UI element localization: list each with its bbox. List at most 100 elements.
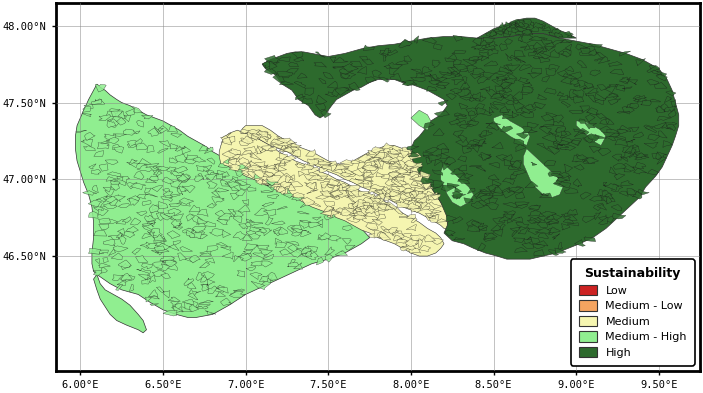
Polygon shape xyxy=(116,285,123,290)
Polygon shape xyxy=(614,174,625,180)
Polygon shape xyxy=(519,65,531,70)
Polygon shape xyxy=(168,208,181,217)
Polygon shape xyxy=(458,175,470,181)
Polygon shape xyxy=(173,307,183,313)
Polygon shape xyxy=(219,130,444,256)
Polygon shape xyxy=(384,159,391,164)
Polygon shape xyxy=(96,196,108,202)
Polygon shape xyxy=(323,210,335,216)
Polygon shape xyxy=(410,235,425,241)
Polygon shape xyxy=(257,147,266,154)
Polygon shape xyxy=(171,219,181,227)
Polygon shape xyxy=(605,94,619,99)
Polygon shape xyxy=(485,202,498,210)
Polygon shape xyxy=(596,114,607,119)
Polygon shape xyxy=(378,231,388,238)
Polygon shape xyxy=(218,163,229,168)
Polygon shape xyxy=(491,79,503,85)
Polygon shape xyxy=(238,205,250,212)
Polygon shape xyxy=(388,172,401,178)
Polygon shape xyxy=(434,111,449,117)
Polygon shape xyxy=(363,193,375,199)
Polygon shape xyxy=(243,220,252,227)
Polygon shape xyxy=(447,183,459,189)
Polygon shape xyxy=(569,79,579,86)
Polygon shape xyxy=(318,235,327,240)
Polygon shape xyxy=(154,126,162,133)
Polygon shape xyxy=(629,151,637,158)
Polygon shape xyxy=(156,167,169,171)
Polygon shape xyxy=(423,67,432,73)
Polygon shape xyxy=(216,242,228,246)
Polygon shape xyxy=(76,130,86,132)
Polygon shape xyxy=(233,216,242,222)
Polygon shape xyxy=(468,120,479,125)
Polygon shape xyxy=(381,189,387,196)
Polygon shape xyxy=(246,266,256,271)
Polygon shape xyxy=(234,255,240,262)
Polygon shape xyxy=(404,55,412,61)
Polygon shape xyxy=(177,186,189,192)
Polygon shape xyxy=(664,96,672,103)
Polygon shape xyxy=(551,29,561,34)
Polygon shape xyxy=(183,228,194,234)
Polygon shape xyxy=(553,115,563,123)
Polygon shape xyxy=(373,203,381,209)
Polygon shape xyxy=(161,197,172,202)
Polygon shape xyxy=(558,49,571,56)
Polygon shape xyxy=(288,188,291,194)
Polygon shape xyxy=(162,188,169,193)
Polygon shape xyxy=(458,66,470,72)
Polygon shape xyxy=(169,194,180,198)
Polygon shape xyxy=(180,246,193,252)
Polygon shape xyxy=(328,235,342,241)
Polygon shape xyxy=(493,229,503,236)
Polygon shape xyxy=(389,163,401,169)
Polygon shape xyxy=(121,231,135,238)
Polygon shape xyxy=(515,247,527,252)
Polygon shape xyxy=(111,111,122,117)
Polygon shape xyxy=(285,145,294,151)
Polygon shape xyxy=(364,159,376,167)
Polygon shape xyxy=(524,44,530,50)
Polygon shape xyxy=(250,272,262,279)
Polygon shape xyxy=(656,106,663,112)
Polygon shape xyxy=(75,84,370,318)
Polygon shape xyxy=(118,111,124,119)
Polygon shape xyxy=(534,42,543,49)
Polygon shape xyxy=(486,90,497,97)
Polygon shape xyxy=(624,166,634,172)
Polygon shape xyxy=(155,235,165,241)
Polygon shape xyxy=(146,244,158,249)
Polygon shape xyxy=(548,229,557,235)
Polygon shape xyxy=(220,180,231,186)
Polygon shape xyxy=(218,213,232,220)
Polygon shape xyxy=(583,138,594,141)
Polygon shape xyxy=(475,104,484,111)
Polygon shape xyxy=(368,187,380,193)
Polygon shape xyxy=(292,228,307,233)
Polygon shape xyxy=(605,137,616,141)
Polygon shape xyxy=(494,95,504,101)
Polygon shape xyxy=(476,200,490,206)
Polygon shape xyxy=(470,72,480,79)
Polygon shape xyxy=(404,187,415,194)
Polygon shape xyxy=(553,140,564,146)
Polygon shape xyxy=(186,257,198,262)
Polygon shape xyxy=(626,79,638,85)
Polygon shape xyxy=(398,180,406,187)
Polygon shape xyxy=(167,126,178,132)
Polygon shape xyxy=(453,238,465,240)
Polygon shape xyxy=(255,165,269,171)
Polygon shape xyxy=(205,311,216,314)
Polygon shape xyxy=(524,239,531,244)
Polygon shape xyxy=(483,72,495,78)
Polygon shape xyxy=(101,140,110,144)
Polygon shape xyxy=(335,163,341,170)
Polygon shape xyxy=(546,219,559,225)
Polygon shape xyxy=(103,258,108,263)
Polygon shape xyxy=(503,67,513,73)
Polygon shape xyxy=(489,198,498,205)
Polygon shape xyxy=(241,150,252,155)
Polygon shape xyxy=(336,166,349,169)
